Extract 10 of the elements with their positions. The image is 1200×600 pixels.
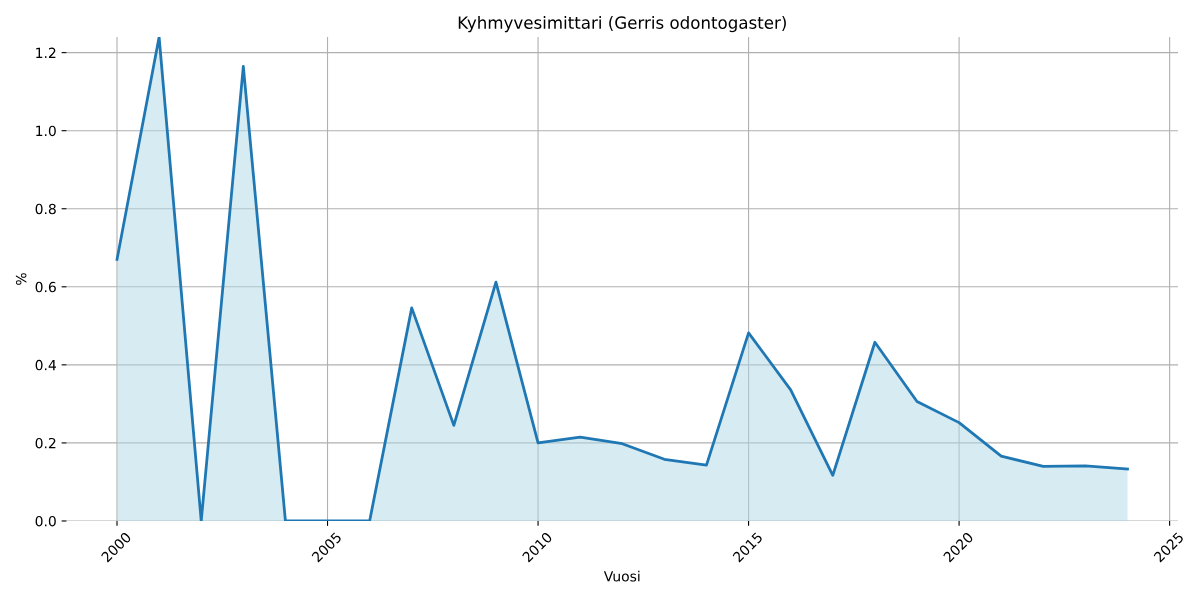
y-tick-label: 0.4 [35,359,56,371]
y-tick-label: 0.2 [35,437,56,449]
y-tick-label: 1.0 [36,125,56,137]
x-axis-title: Vuosi [603,570,640,582]
y-tick-label: 0.8 [35,203,56,215]
y-tick-label: 0.6 [35,281,56,293]
chart-title: Kyhmyvesimittari (Gerris odontogaster) [458,16,786,33]
y-tick-label: 0.0 [35,515,56,527]
y-tick-label: 1.2 [36,47,56,58]
y-axis-title: % [15,273,27,285]
